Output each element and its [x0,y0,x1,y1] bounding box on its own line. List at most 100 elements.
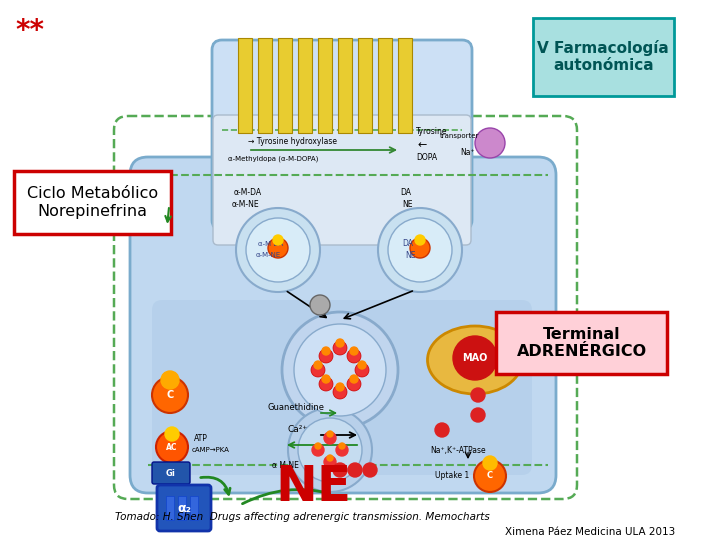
Circle shape [152,377,188,413]
FancyBboxPatch shape [130,157,556,493]
Circle shape [327,431,333,437]
Circle shape [322,347,330,355]
Circle shape [347,349,361,363]
FancyBboxPatch shape [213,115,471,245]
Bar [358,38,372,133]
Text: α-M-NE: α-M-NE [232,200,260,209]
Text: DOPA: DOPA [416,153,437,162]
Circle shape [294,324,386,416]
Circle shape [474,460,506,492]
Bar [178,496,186,520]
Circle shape [327,455,333,461]
Circle shape [273,235,283,245]
Circle shape [282,312,398,428]
Text: ATP: ATP [194,434,208,443]
Text: α₂: α₂ [177,502,191,515]
Text: Uptake 1: Uptake 1 [435,471,469,480]
Circle shape [347,377,361,391]
Text: Ca²⁺: Ca²⁺ [288,425,308,434]
Bar [378,38,392,133]
Circle shape [348,463,362,477]
Text: Tomado: H. Shen  Drugs affecting adrenergic transmission. Memocharts: Tomado: H. Shen Drugs affecting adrenerg… [115,512,490,522]
Circle shape [388,218,452,282]
Bar [278,38,292,133]
Bar [298,38,312,133]
Circle shape [471,388,485,402]
Text: DA: DA [402,239,413,248]
Text: Ciclo Metabólico
Norepinefrina: Ciclo Metabólico Norepinefrina [27,186,158,219]
FancyBboxPatch shape [152,462,190,484]
Circle shape [324,456,336,468]
Text: V Farmacología
autonómica: V Farmacología autonómica [538,40,669,73]
Text: Na⁺: Na⁺ [460,148,474,157]
Circle shape [311,363,325,377]
Circle shape [333,341,347,355]
Circle shape [336,339,344,347]
Bar [338,38,352,133]
Circle shape [288,408,372,492]
Circle shape [378,208,462,292]
Text: ←: ← [418,140,428,150]
FancyBboxPatch shape [496,312,667,374]
Circle shape [322,375,330,383]
Circle shape [410,238,430,258]
Text: α-Methyldopa (α-M-DOPA): α-Methyldopa (α-M-DOPA) [228,156,318,163]
Circle shape [415,235,425,245]
Bar [318,38,332,133]
Circle shape [165,427,179,441]
Circle shape [268,238,288,258]
Circle shape [236,208,320,292]
Circle shape [315,443,321,449]
Circle shape [363,463,377,477]
FancyBboxPatch shape [152,300,532,475]
Circle shape [246,218,310,282]
Circle shape [336,444,348,456]
Text: α-M DA: α-M DA [258,241,283,247]
Text: Na⁺,K⁺-ATPase: Na⁺,K⁺-ATPase [430,446,485,455]
Text: cAMP→PKA: cAMP→PKA [192,447,230,453]
Circle shape [475,128,505,158]
Text: Terminal
ADRENÉRGICO: Terminal ADRENÉRGICO [517,327,647,359]
Text: **: ** [16,17,45,45]
Text: transporter: transporter [440,133,480,139]
Circle shape [355,363,369,377]
Text: AC: AC [166,442,178,451]
Bar [238,38,252,133]
Text: MAO: MAO [462,353,487,363]
Circle shape [483,456,497,470]
Circle shape [471,408,485,422]
Circle shape [333,385,347,399]
Circle shape [156,431,188,463]
Text: Guanethidine: Guanethidine [268,403,325,412]
Circle shape [333,463,347,477]
Text: → Tyrosine hydroxylase: → Tyrosine hydroxylase [248,137,337,146]
Text: α-M-DA: α-M-DA [234,188,262,197]
Text: α M NE: α M NE [272,461,299,470]
FancyBboxPatch shape [533,17,674,96]
Text: Gi: Gi [166,469,176,477]
Circle shape [435,423,449,437]
Circle shape [336,383,344,391]
Circle shape [312,444,324,456]
FancyBboxPatch shape [14,172,171,233]
Circle shape [350,375,358,383]
Text: NE: NE [402,200,413,209]
Text: C: C [166,390,174,400]
Text: DA: DA [400,188,411,197]
Bar [230,165,454,215]
Text: NE: NE [275,463,351,511]
Text: Ximena Páez Medicina ULA 2013: Ximena Páez Medicina ULA 2013 [505,527,675,537]
Circle shape [161,371,179,389]
Circle shape [453,336,497,380]
Text: NE: NE [405,251,415,260]
Text: C: C [487,471,493,481]
Circle shape [350,347,358,355]
Text: VMA: VMA [532,366,551,375]
Circle shape [314,361,322,369]
Circle shape [298,418,362,482]
Bar [258,38,272,133]
Text: Tyrosine: Tyrosine [416,127,448,136]
Bar [398,38,412,133]
Circle shape [358,361,366,369]
Ellipse shape [428,326,523,394]
